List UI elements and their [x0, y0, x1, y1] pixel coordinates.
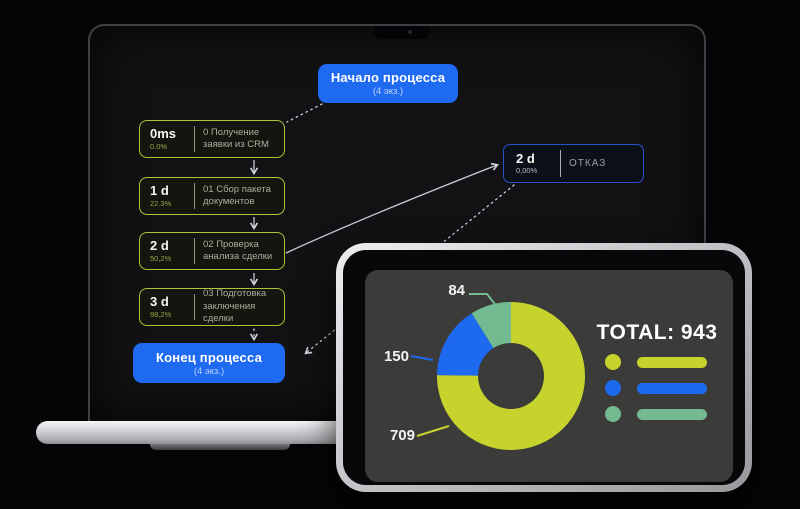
donut-chart: [410, 293, 585, 450]
tablet-screen: 84 150 709 TOTAL: 943: [365, 270, 733, 482]
legend-row-150[interactable]: [605, 380, 707, 396]
step-label: 0 Получение заявки из CRM: [203, 126, 269, 150]
step-time: 1 d: [150, 183, 169, 199]
legend-dot-icon: [605, 380, 621, 396]
slice-value-label: 84: [448, 282, 465, 299]
step-label: 02 Проверка анализа сделки: [203, 238, 273, 262]
step-divider: [194, 294, 195, 320]
legend-row-84[interactable]: [605, 406, 707, 422]
reject-node[interactable]: 2 d 0,00% ОТКАЗ: [503, 144, 644, 183]
step-divider: [194, 126, 195, 152]
legend-bar: [637, 356, 707, 368]
label-connector-84: [469, 293, 499, 309]
reject-time: 2 d: [516, 150, 535, 166]
step-node-1[interactable]: 1 d 22.3% 01 Сбор пакета документов: [139, 177, 285, 215]
slice-value-label: 709: [389, 427, 415, 444]
step-node-2[interactable]: 2 d 50,2% 02 Проверка анализа сделки: [139, 232, 285, 270]
reject-divider: [560, 150, 561, 177]
step-time: 2 d: [150, 238, 169, 254]
label-connector-150: [410, 355, 434, 361]
slice-value-label: 150: [383, 348, 409, 365]
donut-slice-150[interactable]: [437, 313, 494, 376]
laptop-notch: [374, 26, 430, 39]
step-percent: 98,2%: [150, 309, 172, 319]
tablet-device: 84 150 709 TOTAL: 943: [336, 243, 752, 492]
end-node-subtitle: (4 экз.): [193, 365, 225, 377]
step-label: 01 Сбор пакета документов: [203, 183, 271, 207]
step-node-0[interactable]: 0ms 0.0% 0 Получение заявки из CRM: [139, 120, 285, 158]
donut-slice-709[interactable]: [437, 302, 585, 450]
reject-percent: 0,00%: [516, 166, 538, 176]
step-time: 0ms: [150, 126, 177, 142]
end-node-title: Конец процесса: [156, 349, 262, 365]
step-time: 3 d: [150, 294, 169, 310]
legend-bar: [637, 382, 707, 394]
label-connector-709: [416, 425, 450, 437]
step-divider: [194, 183, 195, 209]
step-percent: 50,2%: [150, 253, 172, 263]
step-percent: 22.3%: [150, 198, 172, 208]
legend-dot-icon: [605, 354, 621, 370]
legend-row-709[interactable]: [605, 354, 707, 370]
start-node-title: Начало процесса: [330, 70, 446, 85]
step-percent: 0.0%: [150, 141, 168, 151]
edge-start-to-step0: [286, 103, 323, 123]
donut-slice-84[interactable]: [471, 302, 511, 349]
end-node[interactable]: Конец процесса (4 экз.): [133, 343, 285, 383]
edge-step2-reject: [285, 162, 499, 254]
step-node-3[interactable]: 3 d 98,2% 03 Подготовка заключения сделк…: [139, 288, 285, 326]
camera-icon: [408, 30, 412, 34]
start-node[interactable]: Начало процесса (4 экз.): [318, 64, 458, 103]
legend-bar: [637, 408, 707, 420]
tablet-bezel: 84 150 709 TOTAL: 943: [343, 250, 745, 485]
legend-dot-icon: [605, 406, 621, 422]
start-node-subtitle: (4 экз.): [372, 86, 404, 97]
reject-label: ОТКАЗ: [569, 158, 607, 169]
chart-legend: [605, 354, 707, 422]
step-divider: [194, 238, 195, 264]
chart-total-label: TOTAL: 943: [596, 321, 718, 344]
laptop-foot: [150, 444, 290, 450]
step-label: 03 Подготовка заключения сделки: [203, 288, 267, 325]
